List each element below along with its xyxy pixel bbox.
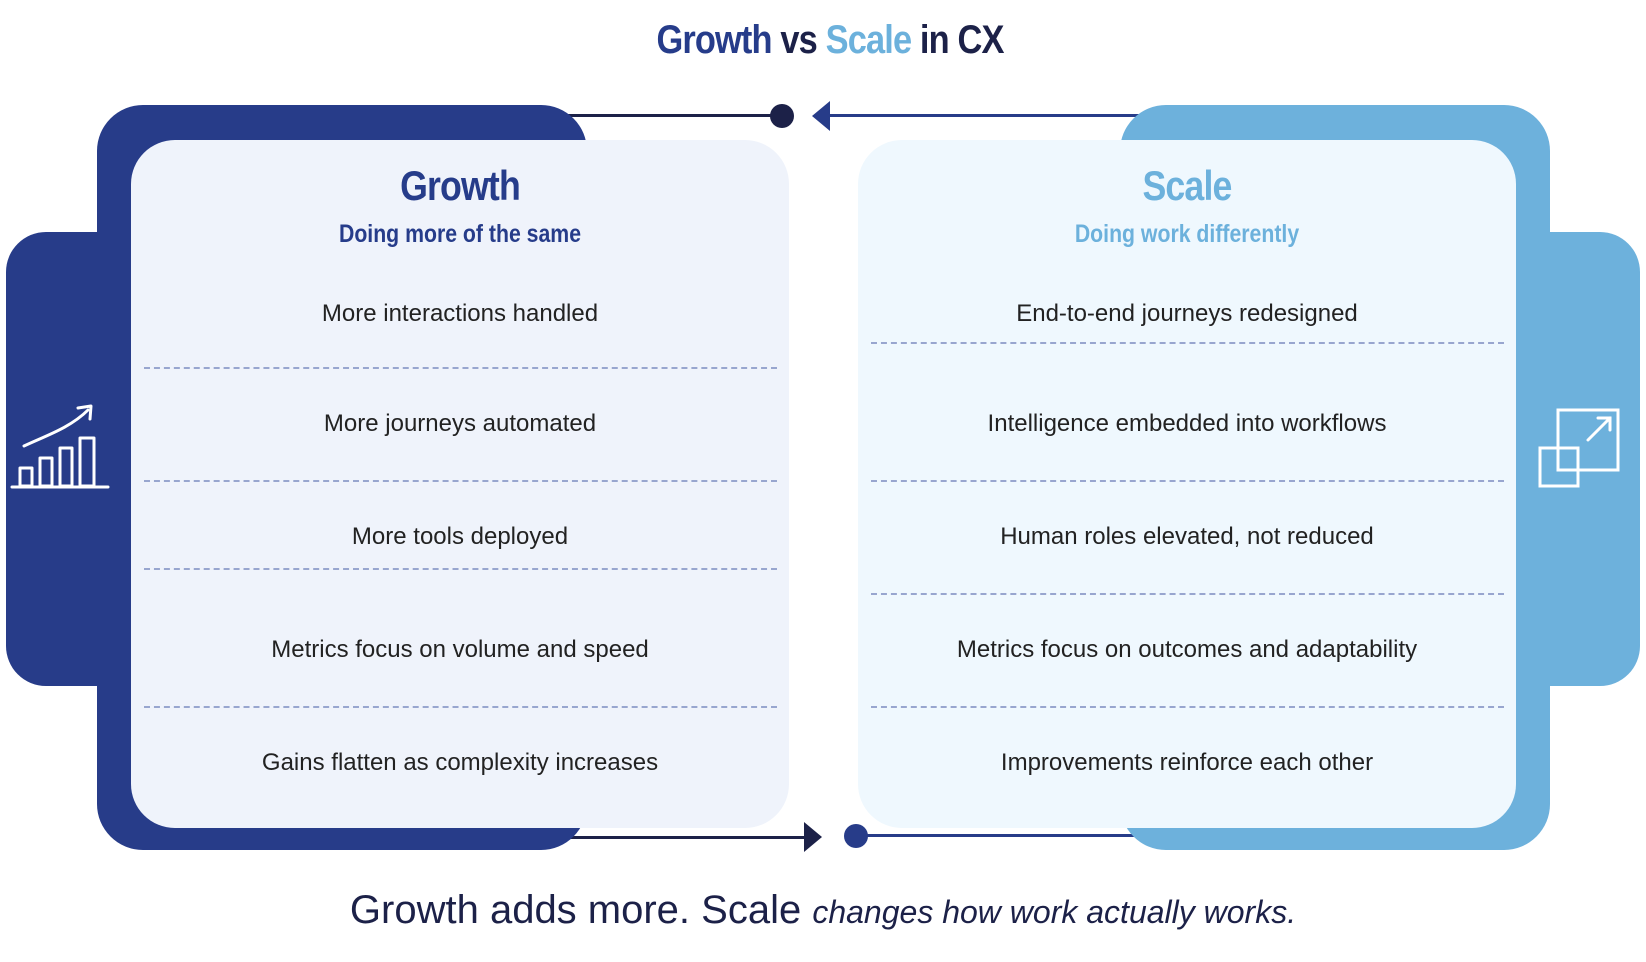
growth-divider-2 xyxy=(144,480,777,482)
arrow-right-icon xyxy=(804,822,822,852)
expand-squares-icon xyxy=(1538,408,1620,488)
growth-title: Growth xyxy=(400,162,521,209)
title-in-cx: in CX xyxy=(911,18,1004,62)
scale-title: Scale xyxy=(1142,162,1232,209)
growth-item-5: Gains flatten as complexity increases xyxy=(261,749,659,776)
growth-item-3: More tools deployed xyxy=(351,523,569,550)
bottom-connector-left xyxy=(500,836,806,839)
arrow-left-icon xyxy=(812,101,830,131)
scale-card: Scale Doing work differently End-to-end … xyxy=(858,140,1516,828)
bottom-connector-right xyxy=(860,834,1140,837)
scale-item-4: Metrics focus on outcomes and adaptabili… xyxy=(956,636,1418,663)
scale-item-3: Human roles elevated, not reduced xyxy=(1000,523,1374,550)
scale-item-1: End-to-end journeys redesigned xyxy=(1016,300,1358,327)
footer-main: Growth adds more. Scale xyxy=(349,888,813,932)
title-growth: Growth xyxy=(656,18,772,62)
footer-tagline: Growth adds more. Scale changes how work… xyxy=(0,888,1646,933)
growth-card: Growth Doing more of the same More inter… xyxy=(131,140,789,828)
growth-divider-4 xyxy=(144,706,777,708)
top-connector-left xyxy=(500,114,782,117)
bar-chart-up-arrow-icon xyxy=(10,404,110,489)
growth-divider-3 xyxy=(144,568,777,570)
scale-divider-1 xyxy=(871,342,1504,344)
top-connector-right xyxy=(826,114,1146,117)
title-vs: vs xyxy=(771,18,826,62)
growth-divider-1 xyxy=(144,367,777,369)
growth-item-1: More interactions handled xyxy=(321,300,599,327)
scale-subtitle: Doing work differently xyxy=(1074,220,1300,248)
scale-item-2: Intelligence embedded into workflows xyxy=(987,410,1387,437)
growth-subtitle: Doing more of the same xyxy=(338,220,582,248)
page-title: Growth vs Scale in CX xyxy=(116,18,1544,63)
top-connector-dot xyxy=(770,104,794,128)
growth-item-4: Metrics focus on volume and speed xyxy=(271,636,649,663)
scale-divider-4 xyxy=(871,706,1504,708)
footer-emphasis: changes how work actually works. xyxy=(812,894,1297,930)
scale-divider-2 xyxy=(871,480,1504,482)
scale-item-5: Improvements reinforce each other xyxy=(1000,749,1374,776)
growth-item-2: More journeys automated xyxy=(323,410,597,437)
title-scale: Scale xyxy=(825,18,912,62)
scale-divider-3 xyxy=(871,593,1504,595)
